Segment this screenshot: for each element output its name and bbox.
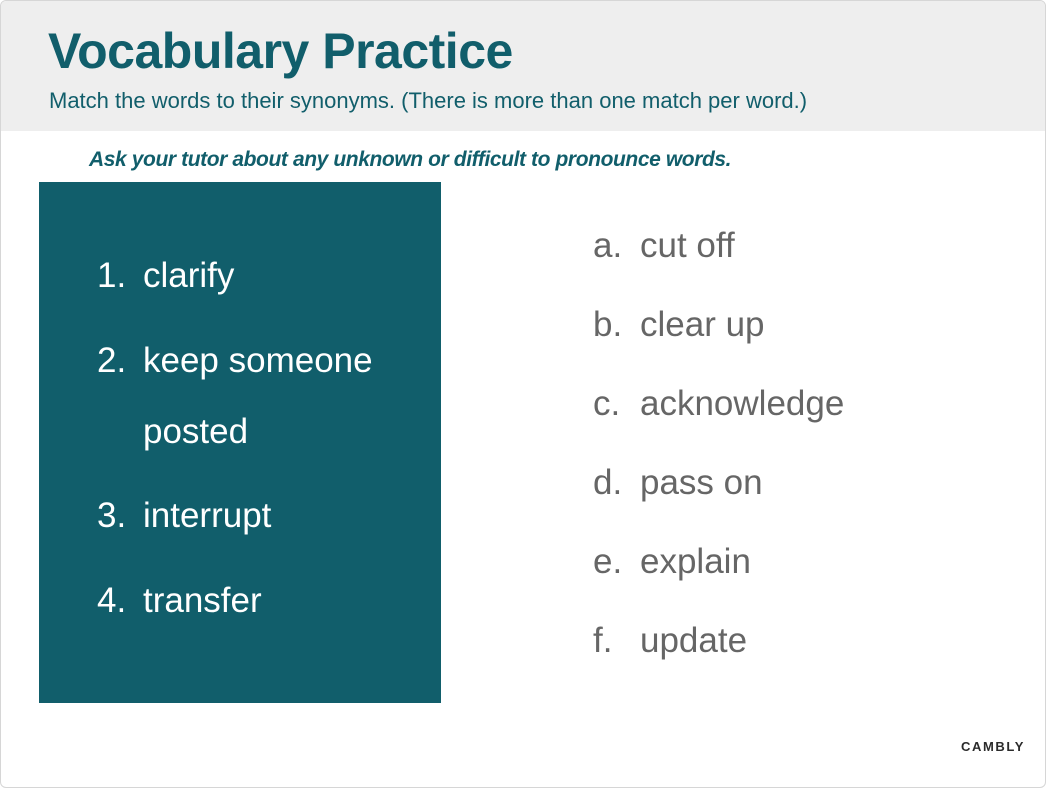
synonym-item-d: d. pass on <box>593 463 763 503</box>
word-text-continuation: posted <box>143 412 249 451</box>
synonym-text: explain <box>640 542 751 581</box>
synonym-item-e: e. explain <box>593 542 751 582</box>
word-text: clarify <box>143 256 235 295</box>
synonym-letter: d. <box>593 463 623 502</box>
word-number: 3. <box>97 496 127 535</box>
synonym-item-f: f. update <box>593 621 747 661</box>
word-number: 2. <box>97 341 127 380</box>
synonym-item-b: b. clear up <box>593 305 765 345</box>
synonym-letter: c. <box>593 384 621 423</box>
synonym-letter: b. <box>593 305 623 344</box>
synonym-letter: f. <box>593 621 613 660</box>
synonym-text: clear up <box>640 305 765 344</box>
words-panel: 1. clarify 2. keep someone posted 3. interr… <box>39 182 441 703</box>
word-item-interrupt: 3. interrupt <box>97 496 271 536</box>
word-item-transfer: 4. transfer <box>97 581 262 621</box>
synonym-text: pass on <box>640 463 763 502</box>
word-number: 4. <box>97 581 127 620</box>
synonym-letter: e. <box>593 542 623 581</box>
word-item-clarify: 1. clarify <box>97 256 234 296</box>
slide-header: Vocabulary Practice Match the words to t… <box>1 1 1045 131</box>
word-item-keep-someone-posted: 2. keep someone posted <box>97 341 373 452</box>
page-subtitle: Match the words to their synonyms. (Ther… <box>49 88 808 113</box>
page-title: Vocabulary Practice <box>48 23 513 79</box>
tutor-instruction: Ask your tutor about any unknown or diff… <box>89 148 732 171</box>
word-number: 1. <box>97 256 127 295</box>
word-text: transfer <box>143 581 262 620</box>
synonym-item-c: c. acknowledge <box>593 384 844 424</box>
synonym-item-a: a. cut off <box>593 226 735 266</box>
synonym-text: cut off <box>640 226 735 265</box>
word-text: keep someone <box>143 341 373 380</box>
synonym-text: acknowledge <box>640 384 845 423</box>
synonym-letter: a. <box>593 226 623 265</box>
brand-logo: CAMBLY <box>960 739 1025 754</box>
synonym-text: update <box>640 621 748 660</box>
word-text: interrupt <box>143 496 272 535</box>
